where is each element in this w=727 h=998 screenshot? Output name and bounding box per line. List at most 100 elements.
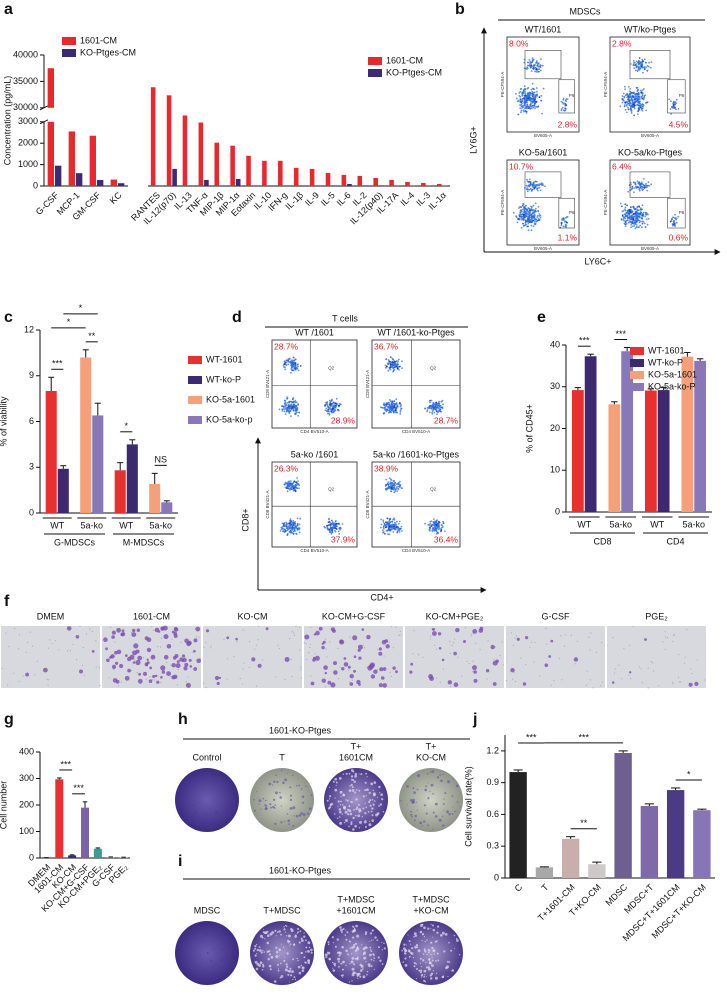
cell [322, 640, 326, 644]
cell [154, 627, 160, 633]
speckle [664, 631, 666, 633]
event-dot [646, 69, 649, 72]
event-dot [400, 487, 403, 489]
significance-label: *** [60, 759, 71, 769]
micrograph [1, 626, 100, 688]
event-dot [529, 99, 532, 101]
event-dot [533, 88, 535, 90]
well-texture [276, 931, 279, 933]
well-texture [432, 950, 434, 952]
speckle [534, 641, 536, 644]
bar [235, 178, 241, 186]
cell [516, 637, 520, 641]
event-dot [334, 520, 337, 523]
event-dot [287, 484, 290, 486]
event-dot [645, 182, 647, 185]
event-dot [387, 485, 390, 487]
event-dot [642, 213, 644, 216]
bar [114, 470, 126, 513]
well-texture [450, 949, 453, 952]
y-tick-label: 200 [19, 799, 34, 809]
plot-axis-label: CD4 BV510-A [402, 548, 430, 553]
event-dot [537, 187, 539, 190]
y-tick-label: 30000 [13, 102, 38, 112]
speckle [398, 634, 400, 637]
speckle [295, 625, 297, 628]
well-texture [362, 807, 365, 810]
event-dot [634, 181, 637, 184]
speckle [399, 631, 401, 633]
speckle [27, 641, 29, 644]
well-texture [443, 798, 445, 800]
event-dot [628, 214, 631, 217]
well-texture [182, 944, 185, 947]
event-dot [432, 404, 435, 407]
well-texture [431, 770, 435, 773]
well-texture [430, 962, 432, 965]
event-dot [286, 534, 289, 537]
event-dot [335, 397, 338, 400]
bar [608, 404, 621, 512]
speckle [187, 676, 189, 678]
event-dot [533, 91, 536, 94]
event-dot [334, 525, 337, 527]
event-dot [398, 520, 401, 523]
well-texture [286, 965, 289, 968]
speckle [677, 676, 680, 678]
event-dot [641, 66, 644, 69]
event-dot [640, 106, 642, 108]
event-dot [638, 102, 641, 104]
well-texture [339, 804, 342, 806]
well-texture [347, 953, 349, 956]
well-texture [355, 789, 358, 791]
speckle [439, 681, 441, 683]
speckle [293, 634, 296, 636]
well-texture [403, 947, 406, 950]
event-dot [396, 520, 398, 523]
legend-label: KO-5a-ko-P [648, 381, 696, 391]
event-dot [524, 88, 526, 90]
event-dot [627, 99, 630, 102]
event-dot [387, 523, 390, 526]
plot-frame [271, 461, 358, 548]
legend-label: KO-5a-ko-p [206, 414, 253, 424]
event-dot [329, 531, 331, 534]
well-texture [258, 964, 261, 967]
event-dot [530, 103, 532, 106]
event-dot [528, 209, 531, 211]
y-tick-label: 0.6 [486, 809, 499, 819]
plot-frame [371, 339, 461, 429]
event-dot [565, 221, 568, 224]
speckle [574, 663, 576, 665]
well-texture [337, 960, 340, 963]
plot-frame [609, 159, 691, 246]
well-texture [353, 808, 355, 811]
well-label: MDSC [194, 905, 221, 915]
cell [409, 670, 413, 674]
cell [112, 678, 118, 683]
speckle [363, 647, 365, 649]
event-dot [394, 521, 396, 524]
well-texture [370, 950, 373, 952]
event-dot [523, 107, 526, 110]
x-tick-label: C [513, 882, 525, 894]
event-dot [534, 102, 536, 105]
event-dot [630, 214, 633, 217]
event-dot [532, 98, 535, 101]
event-dot [640, 61, 643, 64]
well-texture [378, 785, 381, 789]
well-texture [414, 819, 416, 822]
event-dot [675, 98, 678, 101]
well-texture [264, 938, 266, 940]
speckle [13, 672, 15, 674]
well-texture [288, 823, 291, 825]
event-dot [294, 399, 297, 402]
event-dot [392, 480, 395, 482]
event-dot [638, 221, 641, 224]
event-dot [565, 224, 568, 227]
panel-letter: d [232, 309, 242, 326]
event-dot [333, 522, 336, 525]
event-dot [389, 400, 392, 403]
well-texture [267, 958, 270, 961]
event-dot [629, 218, 632, 221]
